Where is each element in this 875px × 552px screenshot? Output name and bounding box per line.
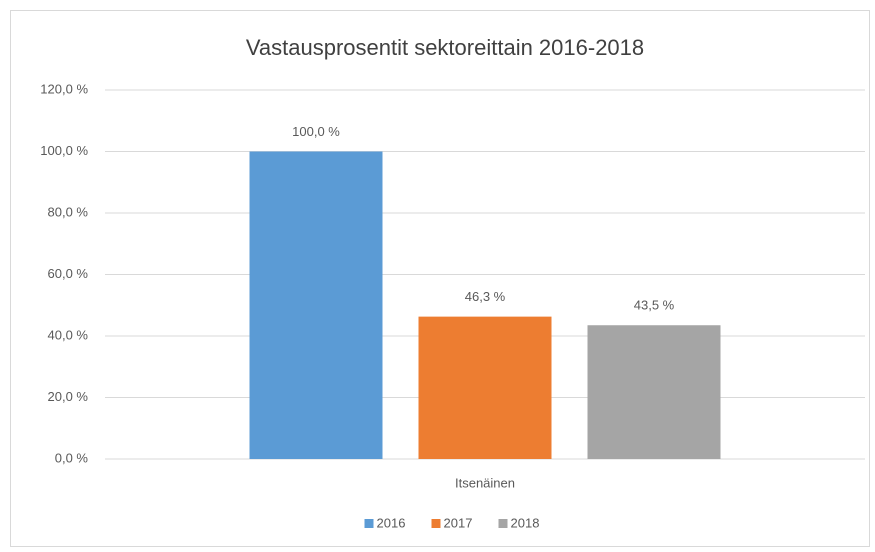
legend-label: 2017 [444,515,473,530]
x-tick-label: Itsenäinen [455,475,515,490]
data-label: 43,5 % [634,298,675,313]
legend-label: 2016 [377,515,406,530]
y-tick-label: 0,0 % [55,450,89,465]
y-tick-label: 80,0 % [48,204,89,219]
bar [587,325,721,459]
y-tick-label: 100,0 % [40,143,88,158]
y-tick-label: 40,0 % [48,327,89,342]
bar [249,151,383,459]
chart-border [10,10,870,547]
y-tick-label: 120,0 % [40,81,88,96]
legend-label: 2018 [511,515,540,530]
data-label: 100,0 % [292,124,340,139]
y-tick-label: 60,0 % [48,266,89,281]
y-tick-label: 20,0 % [48,389,89,404]
data-label: 46,3 % [465,289,506,304]
legend-swatch [431,519,441,528]
bar [418,316,552,459]
chart-title: Vastausprosentit sektoreittain 2016-2018 [246,35,644,60]
legend-swatch [364,519,374,528]
legend-swatch [498,519,508,528]
